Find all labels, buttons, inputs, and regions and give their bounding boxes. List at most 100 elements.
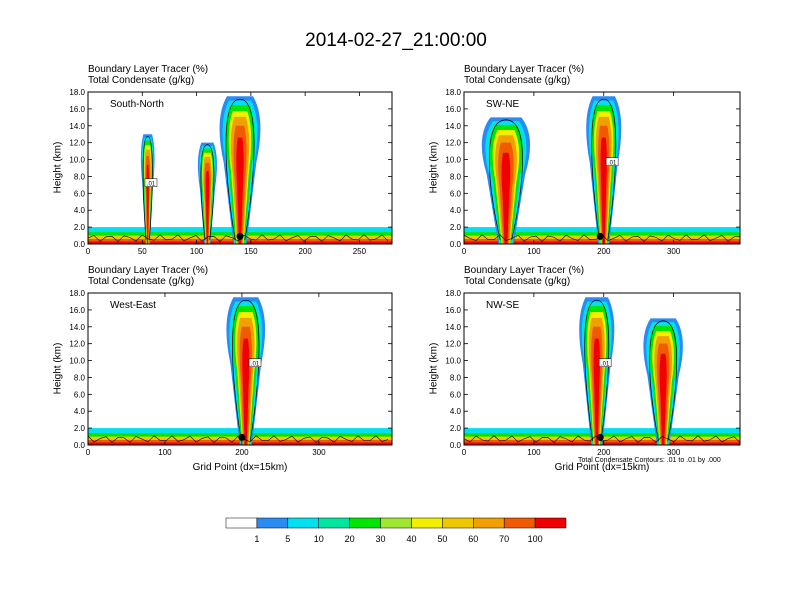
condensate-contour — [225, 98, 255, 240]
plume-fill — [205, 171, 210, 244]
y-tick-label: 14.0 — [445, 323, 461, 332]
condensate-contour — [232, 299, 260, 441]
y-tick-label: 6.0 — [74, 189, 86, 198]
panel-west-east: .01 0.0 2.0 4.0 6.0 8.0 10.0 12.0 14.0 16.0 18.0 0 1… — [69, 289, 393, 457]
panel-title-tracer: Boundary Layer Tracer (%) — [464, 265, 585, 276]
y-tick-label: 6.0 — [450, 189, 462, 198]
contour-label: .01 — [147, 182, 156, 188]
x-tick-label: 200 — [235, 448, 249, 457]
y-tick-label: 0.0 — [450, 240, 462, 249]
x-tick-label: 200 — [597, 448, 611, 457]
y-tick-label: 2.0 — [74, 424, 86, 433]
x-tick-label: 250 — [353, 247, 367, 256]
y-tick-label: 2.0 — [450, 424, 462, 433]
colorbar-swatch — [473, 517, 505, 529]
colorbar-swatch — [442, 517, 474, 529]
y-tick-label: 18.0 — [445, 88, 461, 97]
colorbar-swatch — [503, 517, 536, 529]
y-tick-label: 8.0 — [450, 373, 462, 382]
plot-frame — [463, 292, 741, 446]
x-tick-label: 100 — [158, 448, 172, 457]
panel-title-condensate: Total Condensate (g/kg) — [464, 75, 571, 86]
colorbar-swatch — [534, 517, 567, 529]
panel-title-tracer: Boundary Layer Tracer (%) — [464, 64, 585, 75]
plume-fill — [501, 152, 511, 244]
y-tick-label: 4.0 — [74, 206, 86, 215]
panel-title-tracer: Boundary Layer Tracer (%) — [88, 64, 209, 75]
colorbar-label: 30 — [376, 534, 386, 544]
cross-section-label: South-North — [110, 99, 164, 110]
y-tick-label: 12.0 — [445, 139, 461, 148]
colorbar-swatch — [349, 517, 381, 529]
panel-title-tracer: Boundary Layer Tracer (%) — [88, 265, 209, 276]
condensate-contour — [489, 119, 523, 240]
colorbar-label: 40 — [406, 534, 416, 544]
x-tick-label: 150 — [244, 247, 258, 256]
contour-label: .01 — [601, 362, 610, 368]
location-marker — [236, 232, 244, 240]
boundary-contour — [88, 435, 389, 443]
y-tick-label: 8.0 — [450, 172, 462, 181]
y-tick-label: 16.0 — [445, 306, 461, 315]
y-tick-label: 2.0 — [450, 223, 462, 232]
colorbar-label: 20 — [345, 534, 355, 544]
x-tick-label: 100 — [527, 448, 541, 457]
y-tick-label: 10.0 — [69, 357, 85, 366]
y-tick-label: 14.0 — [445, 122, 461, 131]
condensate-contour — [649, 320, 678, 441]
y-tick-label: 12.0 — [69, 139, 85, 148]
plume-fill — [659, 353, 667, 445]
contour-label: .01 — [608, 161, 617, 167]
y-tick-label: 8.0 — [74, 172, 86, 181]
x-axis-label: Grid Point (dx=15km) — [192, 462, 288, 473]
plot-frame — [87, 292, 393, 446]
x-tick-label: 0 — [462, 448, 467, 457]
panel-nw-se: .01 0.0 2.0 4.0 6.0 8.0 10.0 12.0 14.0 16.0 18.0 0 1… — [445, 289, 741, 457]
colorbar-swatch — [256, 517, 289, 529]
x-tick-label: 200 — [298, 247, 312, 256]
y-tick-label: 12.0 — [69, 340, 85, 349]
x-tick-label: 0 — [462, 247, 467, 256]
y-tick-label: 0.0 — [450, 441, 462, 450]
y-tick-label: 6.0 — [74, 390, 86, 399]
colorbar-label: 50 — [437, 534, 447, 544]
colorbar-swatch — [225, 517, 258, 529]
y-tick-label: 0.0 — [74, 240, 86, 249]
plume-fill — [600, 137, 607, 244]
x-tick-label: 0 — [86, 247, 91, 256]
plume-fill — [236, 137, 244, 244]
plot-frame — [87, 91, 393, 245]
colorbar-label: 5 — [285, 534, 290, 544]
contour-label: .01 — [251, 362, 260, 368]
main-title: 2014-02-27_21:00:00 — [305, 30, 487, 51]
condensate-contour — [591, 98, 617, 240]
colorbar-label: 70 — [499, 534, 509, 544]
y-tick-label: 18.0 — [445, 289, 461, 298]
y-tick-label: 2.0 — [74, 223, 86, 232]
cross-section-label: NW-SE — [486, 300, 519, 311]
panel-sw-ne: .01 0.0 2.0 4.0 6.0 8.0 10.0 12.0 14.0 16.0 18.0 0 1… — [445, 88, 741, 256]
x-tick-label: 100 — [190, 247, 204, 256]
condensate-contour — [142, 136, 153, 240]
cross-section-label: West-East — [110, 300, 156, 311]
y-tick-label: 0.0 — [74, 441, 86, 450]
contour-label-box — [605, 157, 619, 166]
contour-label-box — [598, 358, 612, 367]
location-marker — [596, 232, 604, 240]
colorbar-swatch — [287, 517, 319, 529]
y-tick-label: 18.0 — [69, 88, 85, 97]
x-tick-label: 50 — [138, 247, 147, 256]
colorbar-swatch — [380, 517, 412, 529]
y-tick-label: 14.0 — [69, 323, 85, 332]
x-tick-label: 0 — [86, 448, 91, 457]
y-tick-label: 10.0 — [445, 357, 461, 366]
y-tick-label: 6.0 — [450, 390, 462, 399]
cross-section-label: SW-NE — [486, 99, 519, 110]
x-tick-label: 200 — [597, 247, 611, 256]
y-tick-label: 18.0 — [69, 289, 85, 298]
y-tick-label: 12.0 — [445, 340, 461, 349]
panel-title-condensate: Total Condensate (g/kg) — [88, 276, 195, 287]
x-axis-label: Grid Point (dx=15km) — [554, 462, 650, 473]
y-tick-label: 10.0 — [69, 156, 85, 165]
